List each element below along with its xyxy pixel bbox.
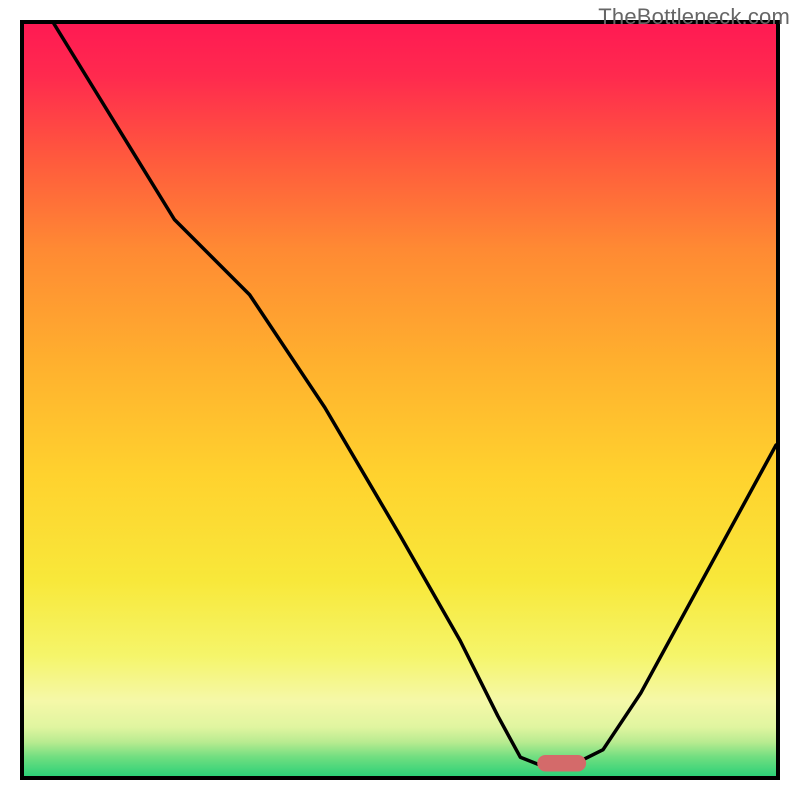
chart-container: TheBottleneck.com xyxy=(0,0,800,800)
optimal-marker xyxy=(537,755,586,772)
watermark-text: TheBottleneck.com xyxy=(598,4,790,30)
bottleneck-chart xyxy=(0,0,800,800)
gradient-background xyxy=(24,24,776,776)
